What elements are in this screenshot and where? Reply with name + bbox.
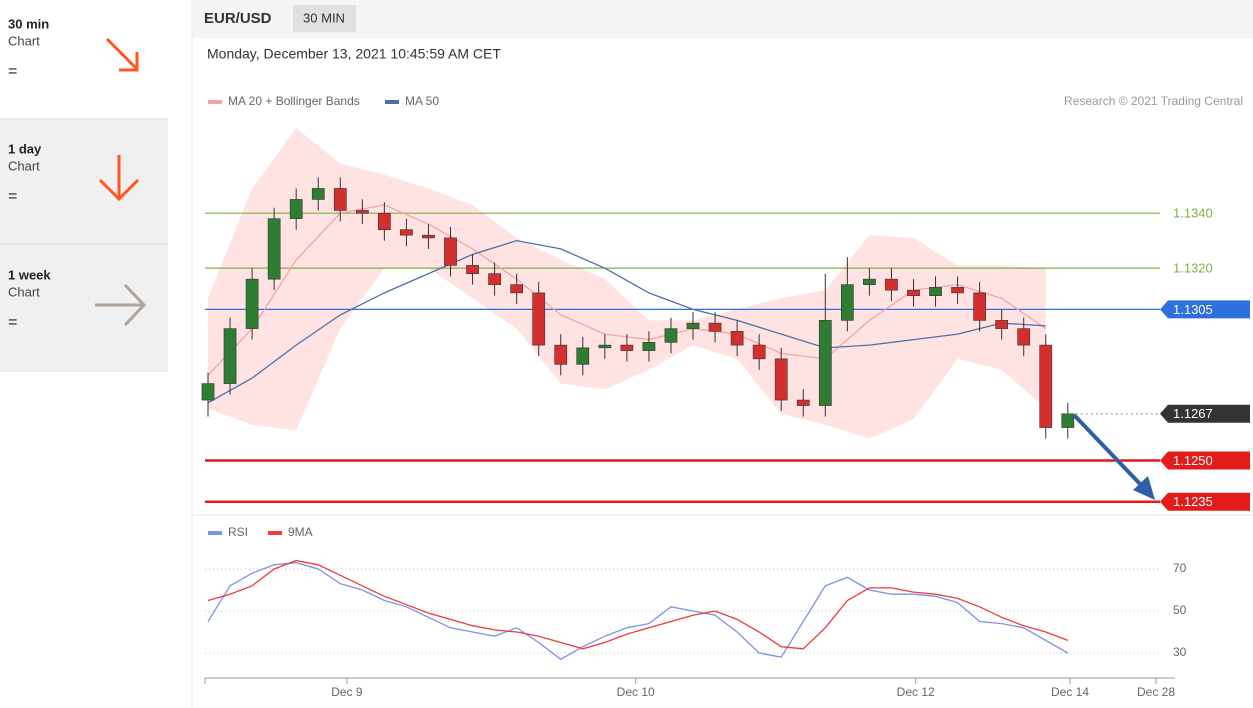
candle-body — [863, 278, 876, 285]
candle-body — [1017, 328, 1031, 346]
copyright: Research © 2021 Trading Central — [1064, 94, 1243, 108]
legend-swatch — [208, 100, 222, 104]
price-tag — [1160, 492, 1250, 511]
sidebar-item[interactable]: 1 week Chart = — [8, 267, 147, 331]
plot: MA 20 + Bollinger Bands MA 50 1.1340 1.1320… — [201, 94, 1250, 699]
candle-body — [576, 347, 590, 365]
candle-body — [752, 344, 766, 360]
candle-body — [466, 265, 479, 274]
forecast-arrow — [1072, 413, 1155, 500]
trend-icon — [98, 155, 140, 202]
item-symbol: = — [8, 314, 17, 331]
candle-body — [355, 210, 369, 214]
x-tick-label: Dec 10 — [617, 685, 655, 699]
candle-body — [774, 358, 788, 401]
x-tick-label: Dec 9 — [331, 685, 363, 699]
candle-body — [708, 322, 722, 332]
candle-body — [333, 188, 347, 211]
legend-swatch — [385, 100, 399, 104]
rsi-line — [207, 562, 1069, 661]
candle-body — [642, 342, 656, 351]
candle-body — [510, 284, 524, 294]
price-tag-label: 1.1267 — [1173, 406, 1213, 421]
ma-line — [207, 240, 1046, 404]
candle-body — [1039, 344, 1053, 428]
item-symbol: = — [8, 63, 17, 80]
candle-body — [598, 344, 612, 349]
item-title: 30 min — [8, 16, 49, 31]
candle-body — [929, 287, 942, 296]
candle-body — [796, 399, 810, 406]
legend-label: MA 20 + Bollinger Bands — [228, 94, 360, 108]
x-tick-label: Dec 28 — [1137, 685, 1175, 699]
price-tag-label: 1.1235 — [1173, 494, 1213, 509]
price-tag — [1160, 451, 1250, 470]
item-subtitle: Chart — [8, 158, 40, 173]
candle-body — [686, 322, 700, 329]
interval-box[interactable] — [293, 5, 356, 32]
interval: 30 MIN — [303, 10, 345, 25]
candle-body — [620, 344, 634, 351]
candle-body — [664, 328, 678, 343]
y-tick-label: 50 — [1173, 603, 1187, 617]
legend-label: RSI — [228, 525, 248, 539]
legend-swatch — [208, 531, 222, 535]
item-title: 1 week — [8, 267, 51, 282]
level-label: 1.1320 — [1173, 261, 1213, 276]
candle-body — [488, 273, 501, 285]
candle-body — [378, 212, 391, 230]
sidebar-item[interactable]: 1 day Chart = — [8, 141, 140, 205]
candle-body — [730, 331, 744, 346]
candle-body — [1061, 413, 1075, 428]
item-symbol: = — [8, 188, 17, 205]
candle-body — [245, 278, 259, 329]
price-tag — [1160, 404, 1250, 423]
candle-body — [201, 383, 215, 401]
x-tick-label: Dec 12 — [897, 685, 935, 699]
sidebar-bg — [0, 119, 168, 371]
legend-swatch — [268, 531, 282, 535]
candle-body — [311, 188, 325, 200]
candle-body — [840, 284, 854, 321]
candle-body — [554, 344, 568, 365]
item-subtitle: Chart — [8, 284, 40, 299]
candle-body — [289, 199, 303, 219]
symbol: EUR/USD — [204, 10, 272, 27]
candle-body — [532, 292, 546, 346]
price-tag-label: 1.1305 — [1173, 302, 1213, 317]
legend-label: 9MA — [288, 525, 313, 539]
sidebar-item[interactable]: 30 min Chart = — [8, 16, 139, 80]
candle-body — [223, 328, 237, 384]
candle-body — [995, 320, 1009, 329]
item-subtitle: Chart — [8, 33, 40, 48]
rsi-line — [207, 559, 1069, 650]
y-tick-label: 70 — [1173, 561, 1187, 575]
candle-body — [422, 234, 435, 239]
legend-label: MA 50 — [405, 94, 439, 108]
bollinger-band — [208, 127, 1046, 439]
y-tick-label: 30 — [1173, 645, 1187, 659]
candle-body — [444, 237, 457, 266]
trend-icon — [105, 37, 139, 72]
trend-icon — [95, 283, 147, 327]
level-label: 1.1340 — [1173, 206, 1213, 221]
candle-body — [400, 229, 413, 236]
candle-body — [907, 289, 920, 296]
candle-body — [267, 218, 281, 280]
price-tag — [1160, 300, 1250, 319]
candle-body — [885, 278, 898, 291]
item-title: 1 day — [8, 141, 42, 156]
candle-body — [818, 320, 832, 406]
x-tick-label: Dec 14 — [1051, 685, 1089, 699]
candle-body — [973, 292, 986, 321]
timestamp: Monday, December 13, 2021 10:45:59 AM CE… — [207, 46, 501, 62]
header-bar — [193, 0, 1253, 38]
price-tag-label: 1.1250 — [1173, 453, 1213, 468]
candle-body — [951, 287, 964, 294]
